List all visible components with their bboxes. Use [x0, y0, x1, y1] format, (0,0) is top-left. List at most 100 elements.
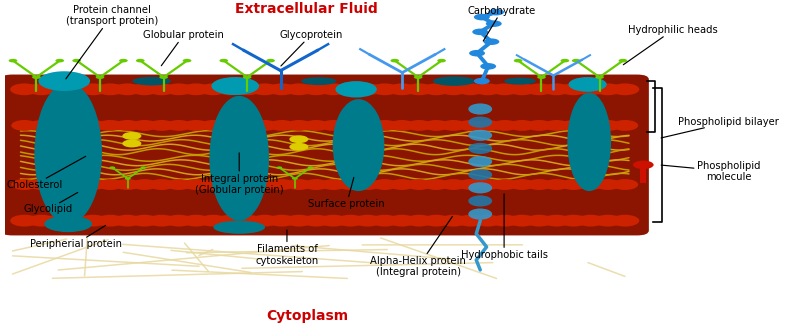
Circle shape — [45, 84, 73, 95]
Circle shape — [267, 84, 296, 95]
Circle shape — [159, 75, 168, 79]
Circle shape — [370, 215, 399, 227]
Circle shape — [234, 120, 261, 131]
Circle shape — [303, 179, 330, 190]
Circle shape — [302, 215, 330, 227]
Circle shape — [285, 84, 314, 95]
Circle shape — [595, 75, 604, 79]
Circle shape — [319, 215, 348, 227]
Circle shape — [594, 179, 621, 190]
Circle shape — [219, 59, 228, 63]
Circle shape — [122, 139, 142, 147]
Circle shape — [618, 59, 627, 63]
Circle shape — [11, 120, 38, 131]
Circle shape — [10, 215, 38, 227]
Circle shape — [307, 166, 314, 169]
Circle shape — [286, 179, 312, 190]
Circle shape — [46, 179, 72, 190]
Circle shape — [9, 59, 18, 63]
Ellipse shape — [333, 99, 384, 191]
Circle shape — [474, 179, 501, 190]
Circle shape — [114, 120, 141, 131]
Circle shape — [612, 120, 638, 131]
Circle shape — [406, 179, 432, 190]
Circle shape — [166, 179, 192, 190]
Circle shape — [130, 215, 159, 227]
Text: Glycoprotein: Glycoprotein — [279, 30, 342, 66]
Circle shape — [438, 59, 446, 63]
Circle shape — [388, 215, 416, 227]
Circle shape — [27, 84, 56, 95]
Text: Peripherial protein: Peripherial protein — [30, 225, 122, 249]
Circle shape — [234, 179, 261, 190]
Circle shape — [290, 135, 309, 143]
Text: Integral protein
(Globular protein): Integral protein (Globular protein) — [195, 153, 283, 195]
Circle shape — [217, 179, 243, 190]
Text: Extracellular Fluid: Extracellular Fluid — [235, 2, 378, 16]
Circle shape — [45, 215, 73, 227]
Circle shape — [10, 84, 38, 95]
Circle shape — [130, 84, 159, 95]
Circle shape — [267, 215, 296, 227]
Circle shape — [354, 215, 382, 227]
Text: Hydrophilic heads: Hydrophilic heads — [623, 25, 718, 65]
Circle shape — [125, 177, 130, 180]
Circle shape — [486, 20, 502, 27]
Circle shape — [370, 84, 399, 95]
Ellipse shape — [302, 77, 336, 85]
Ellipse shape — [468, 195, 492, 207]
Circle shape — [251, 120, 278, 131]
Ellipse shape — [44, 216, 92, 232]
Circle shape — [233, 84, 262, 95]
Circle shape — [525, 84, 554, 95]
Circle shape — [594, 84, 622, 95]
Circle shape — [147, 84, 176, 95]
Circle shape — [474, 120, 501, 131]
Circle shape — [199, 84, 227, 95]
Circle shape — [490, 215, 519, 227]
Circle shape — [32, 75, 41, 79]
Circle shape — [243, 75, 251, 79]
Circle shape — [572, 59, 581, 63]
Circle shape — [560, 179, 586, 190]
Circle shape — [113, 215, 142, 227]
Circle shape — [29, 179, 54, 190]
Circle shape — [542, 84, 570, 95]
Circle shape — [269, 179, 295, 190]
Circle shape — [578, 179, 604, 190]
Ellipse shape — [210, 96, 269, 221]
Circle shape — [354, 120, 381, 131]
Circle shape — [166, 120, 192, 131]
Circle shape — [414, 75, 422, 79]
Circle shape — [542, 215, 570, 227]
Circle shape — [543, 120, 570, 131]
Ellipse shape — [468, 209, 492, 220]
Circle shape — [439, 215, 468, 227]
Circle shape — [27, 215, 56, 227]
Circle shape — [200, 179, 226, 190]
Circle shape — [390, 59, 399, 63]
Circle shape — [509, 120, 535, 131]
Circle shape — [576, 215, 605, 227]
Circle shape — [405, 84, 434, 95]
Circle shape — [389, 179, 415, 190]
Circle shape — [440, 120, 466, 131]
Circle shape — [250, 215, 279, 227]
Circle shape — [141, 166, 146, 169]
Text: Protein channel
(transport protein): Protein channel (transport protein) — [66, 5, 158, 79]
Circle shape — [96, 75, 104, 79]
Ellipse shape — [468, 103, 492, 114]
Circle shape — [336, 215, 365, 227]
Circle shape — [537, 75, 546, 79]
Circle shape — [372, 120, 398, 131]
Circle shape — [458, 179, 484, 190]
Circle shape — [474, 84, 502, 95]
Circle shape — [165, 84, 193, 95]
Circle shape — [62, 179, 89, 190]
Text: Cytoplasm: Cytoplasm — [266, 309, 348, 323]
Text: Carbohydrate: Carbohydrate — [467, 6, 536, 41]
Circle shape — [422, 84, 450, 95]
Circle shape — [97, 120, 123, 131]
Circle shape — [423, 179, 450, 190]
Circle shape — [233, 215, 262, 227]
